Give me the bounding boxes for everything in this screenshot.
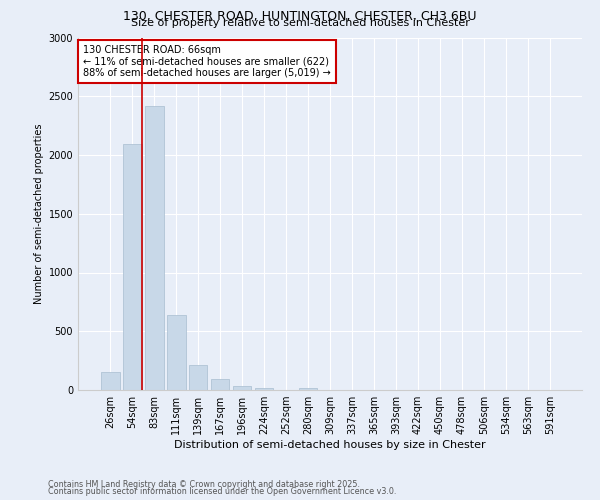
Bar: [145, 106, 164, 390]
Bar: [233, 386, 251, 390]
Bar: [211, 380, 229, 390]
Bar: [189, 366, 208, 390]
X-axis label: Distribution of semi-detached houses by size in Chester: Distribution of semi-detached houses by …: [174, 440, 486, 450]
Text: 130, CHESTER ROAD, HUNTINGTON, CHESTER, CH3 6BU: 130, CHESTER ROAD, HUNTINGTON, CHESTER, …: [123, 10, 477, 23]
Text: 130 CHESTER ROAD: 66sqm
← 11% of semi-detached houses are smaller (622)
88% of s: 130 CHESTER ROAD: 66sqm ← 11% of semi-de…: [83, 44, 331, 78]
Y-axis label: Number of semi-detached properties: Number of semi-detached properties: [34, 124, 44, 304]
Text: Contains HM Land Registry data © Crown copyright and database right 2025.: Contains HM Land Registry data © Crown c…: [48, 480, 360, 489]
Bar: [299, 388, 317, 390]
Text: Contains public sector information licensed under the Open Government Licence v3: Contains public sector information licen…: [48, 487, 397, 496]
Bar: [123, 144, 142, 390]
Text: Size of property relative to semi-detached houses in Chester: Size of property relative to semi-detach…: [131, 18, 469, 28]
Bar: [167, 316, 185, 390]
Bar: [101, 372, 119, 390]
Bar: [255, 388, 274, 390]
